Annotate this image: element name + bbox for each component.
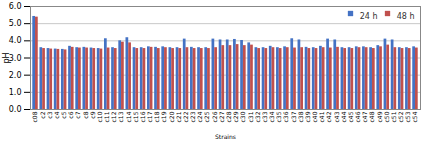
svg-text:c18: c18 — [153, 111, 160, 122]
svg-text:c27: c27 — [218, 111, 225, 122]
svg-text:c43: c43 — [333, 111, 340, 122]
svg-text:c28: c28 — [225, 111, 232, 122]
svg-text:c14: c14 — [125, 111, 132, 122]
svg-text:c36: c36 — [282, 111, 289, 122]
svg-text:c3: c3 — [46, 111, 53, 118]
svg-text:c15: c15 — [132, 111, 139, 122]
svg-text:c2: c2 — [39, 111, 46, 118]
svg-text:c37: c37 — [290, 111, 297, 122]
svg-text:c20: c20 — [168, 111, 175, 122]
svg-text:c41: c41 — [318, 111, 325, 122]
svg-text:24 h: 24 h — [360, 12, 378, 21]
svg-text:c22: c22 — [182, 111, 189, 122]
svg-text:c29: c29 — [232, 111, 239, 122]
svg-text:c5: c5 — [60, 111, 67, 118]
svg-text:c32: c32 — [254, 111, 261, 122]
svg-text:c38: c38 — [297, 111, 304, 122]
svg-text:c08: c08 — [31, 111, 38, 122]
svg-text:c30: c30 — [239, 111, 246, 122]
svg-text:c21: c21 — [175, 111, 182, 122]
svg-text:c34: c34 — [268, 111, 275, 122]
svg-text:c50: c50 — [383, 111, 390, 122]
svg-text:1.0: 1.0 — [9, 88, 22, 97]
svg-text:48 h: 48 h — [397, 12, 415, 21]
svg-text:c31: c31 — [247, 111, 254, 122]
svg-text:c52: c52 — [397, 111, 404, 122]
svg-text:2.0: 2.0 — [9, 71, 22, 80]
svg-text:c9: c9 — [89, 111, 96, 118]
svg-text:c39: c39 — [304, 111, 311, 122]
svg-text:c53: c53 — [404, 111, 411, 122]
svg-text:c17: c17 — [146, 111, 153, 122]
svg-text:c23: c23 — [189, 111, 196, 122]
svg-text:c49: c49 — [376, 111, 383, 122]
svg-text:c26: c26 — [211, 111, 218, 122]
svg-text:3.0: 3.0 — [8, 53, 22, 63]
svg-text:c40: c40 — [311, 111, 318, 122]
svg-text:5.0: 5.0 — [9, 19, 22, 28]
svg-text:c8: c8 — [82, 111, 89, 118]
svg-text:c48: c48 — [368, 111, 375, 122]
svg-text:c7: c7 — [74, 111, 81, 118]
svg-text:pH: pH — [2, 52, 11, 63]
svg-text:c24: c24 — [196, 111, 203, 122]
svg-text:c54: c54 — [411, 111, 418, 122]
svg-text:c13: c13 — [117, 111, 124, 122]
svg-text:c35: c35 — [275, 111, 282, 122]
svg-text:4.0: 4.0 — [9, 36, 22, 45]
svg-text:c12: c12 — [110, 111, 117, 122]
svg-text:c25: c25 — [203, 111, 210, 122]
svg-text:6.0: 6.0 — [9, 2, 22, 11]
svg-text:c16: c16 — [139, 111, 146, 122]
svg-text:c45: c45 — [347, 111, 354, 122]
svg-text:c10: c10 — [96, 111, 103, 122]
svg-text:c44: c44 — [340, 111, 347, 122]
svg-text:c46: c46 — [354, 111, 361, 122]
svg-text:c51: c51 — [390, 111, 397, 122]
svg-text:0.0: 0.0 — [9, 105, 22, 114]
svg-text:c42: c42 — [325, 111, 332, 122]
svg-text:c19: c19 — [160, 111, 167, 122]
svg-text:c6: c6 — [67, 111, 74, 118]
svg-text:c11: c11 — [103, 111, 110, 122]
svg-text:c47: c47 — [361, 111, 368, 122]
svg-text:c4: c4 — [53, 111, 60, 118]
svg-text:Strains: Strains — [215, 133, 236, 140]
svg-text:c33: c33 — [261, 111, 268, 122]
